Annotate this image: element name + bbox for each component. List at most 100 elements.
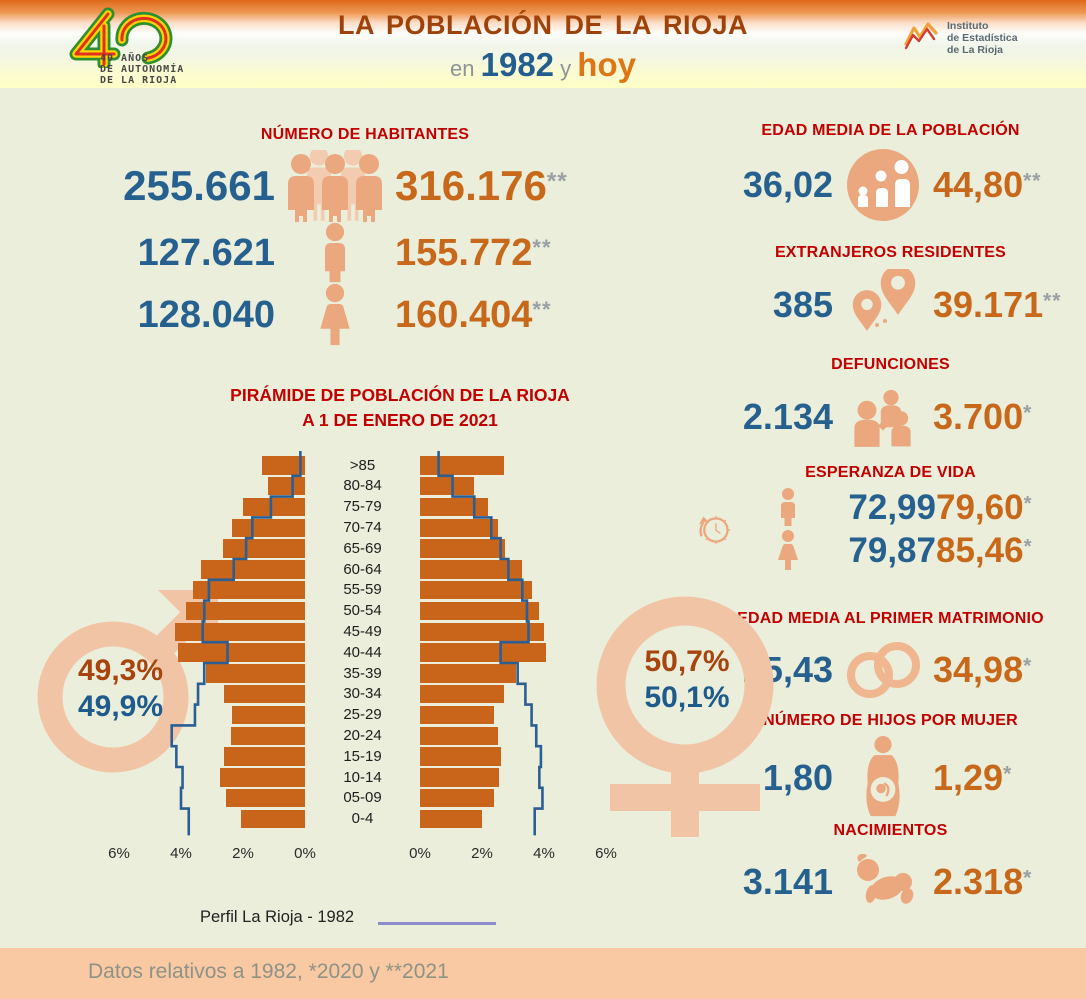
extranjeros-1982: 385 xyxy=(772,284,833,325)
men-today: 155.772** xyxy=(395,231,552,274)
men-1982: 127.621 xyxy=(137,231,275,274)
line-chart-icon xyxy=(904,22,938,50)
esperanza-female-1982: 79,87 xyxy=(848,531,936,570)
pyramid-bar-male xyxy=(267,477,305,496)
wedding-rings-icon xyxy=(833,640,933,700)
pyramid-bar-female xyxy=(420,685,504,704)
pyramid-bar-female xyxy=(420,664,517,683)
pyramid-age-label: 50-54 xyxy=(343,602,382,620)
habitantes-row-men: 127.621 155.772** xyxy=(80,222,650,284)
page-subtitle: en 1982 y hoy xyxy=(0,46,1086,84)
female-share-1982: 50,1% xyxy=(644,681,730,714)
axis-tick: 4% xyxy=(170,845,192,862)
pyramid-bar-female xyxy=(420,789,495,808)
footnote-asterisks: ** xyxy=(1043,289,1062,313)
pyramid-bar-male xyxy=(201,560,305,579)
pyramid-age-label: 75-79 xyxy=(343,498,382,516)
pyramid-bar-male xyxy=(177,643,305,662)
logo-40-anos xyxy=(62,6,192,68)
women-today: 160.404** xyxy=(395,293,552,336)
pyramid-age-label: 80-84 xyxy=(343,477,382,495)
stat-title: EXTRANJEROS RESIDENTES xyxy=(774,244,1007,261)
axis-tick: 4% xyxy=(533,845,555,862)
pyramid-age-label: 45-49 xyxy=(343,622,382,640)
stat-matrimonio: EDAD MEDIA AL PRIMER MATRIMONIO 25,43 34… xyxy=(698,610,1083,706)
hijos-1982: 1,80 xyxy=(762,757,833,798)
profile-line-male-1982 xyxy=(170,451,302,836)
male-share-today: 49,3% xyxy=(77,654,164,687)
pyramid-bar-female xyxy=(420,601,540,621)
footnote-asterisks: * xyxy=(1023,492,1033,515)
habitantes-row-women: 128.040 160.404** xyxy=(80,283,650,347)
defunciones-1982: 2.134 xyxy=(742,396,833,437)
defunciones-today: 3.700* xyxy=(933,396,1033,437)
matrimonio-today: 34,98* xyxy=(933,649,1033,690)
pyramid-age-label: 05-09 xyxy=(343,789,382,807)
pyramid-age-label: 35-39 xyxy=(343,664,382,682)
venus-icon xyxy=(596,596,774,837)
female-share-badge: 50,7% 50,1% xyxy=(562,572,812,840)
axis-tick: 6% xyxy=(108,845,130,862)
pyramid-bar-male xyxy=(230,726,305,745)
edad-media-today: 44,80** xyxy=(933,164,1042,205)
stat-title: DEFUNCIONES xyxy=(831,356,950,373)
pyramid-bar-female xyxy=(420,643,546,662)
footer-bar: Datos relativos a 1982, *2020 y **2021 xyxy=(0,948,1086,999)
pyramid-age-label: 25-29 xyxy=(343,706,382,724)
woman-icon xyxy=(275,283,395,347)
people-group-icon xyxy=(275,150,395,222)
axis-tick: 0% xyxy=(294,845,316,862)
pyramid-bar-female xyxy=(420,747,501,766)
female-share-values: 50,7% 50,1% xyxy=(562,644,812,716)
stat-edad-media: EDAD MEDIA DE LA POBLACIÓN 36,02 44,80** xyxy=(698,122,1083,224)
pyramid-age-label: 20-24 xyxy=(343,726,382,744)
male-share-1982: 49,9% xyxy=(77,690,164,723)
pyramid-bar-female xyxy=(420,809,482,829)
pyramid-age-label: 55-59 xyxy=(343,581,382,599)
footnote-asterisks: * xyxy=(1023,535,1033,558)
profile-line-female-1982 xyxy=(437,451,544,836)
pyramid-age-label: 15-19 xyxy=(343,747,382,765)
esperanza-female-today: 85,46* xyxy=(936,531,1033,570)
stat-title: EDAD MEDIA AL PRIMER MATRIMONIO xyxy=(737,610,1044,627)
pyramid-age-labels: >85 80-84 75-79 70-74 65-69 60-64 55-59 50-54 45… xyxy=(305,455,420,838)
footnote-asterisks: * xyxy=(1023,401,1033,425)
man-icon xyxy=(275,222,395,284)
axis-tick: 0% xyxy=(409,845,431,862)
pyramid-age-label: 30-34 xyxy=(343,685,382,703)
habitantes-title: NÚMERO DE HABITANTES xyxy=(260,126,470,143)
pyramid-age-label: 0-4 xyxy=(351,810,374,828)
institute-logo: Instituto de Estadística de La Rioja xyxy=(903,20,1018,56)
pyramid-bar-male xyxy=(174,622,305,641)
map-pins-icon xyxy=(833,269,933,341)
pyramid-bar-male xyxy=(224,685,305,704)
stat-title: ESPERANZA DE VIDA xyxy=(805,464,976,481)
footnote-asterisks: * xyxy=(1023,866,1033,890)
axis-tick: 2% xyxy=(471,845,493,862)
habitantes-row-total: 255.661 316.176** xyxy=(80,150,650,222)
pyramid-bar-male xyxy=(185,601,305,621)
pyramid-bar-female xyxy=(420,581,532,600)
pyramid-bar-female xyxy=(420,726,498,745)
stat-title: NACIMIENTOS xyxy=(833,822,948,839)
pyramid-bar-male xyxy=(219,768,305,787)
population-pyramid-chart: >85 80-84 75-79 70-74 65-69 60-64 55-59 50-54 45… xyxy=(110,451,615,838)
pyramid-bar-male xyxy=(224,747,305,766)
clock-history-icon xyxy=(698,492,732,568)
pyramid-age-label: 40-44 xyxy=(343,643,382,661)
pyramid-age-label: 60-64 xyxy=(343,560,382,578)
woman-small-icon xyxy=(732,530,844,572)
subtitle-hoy: hoy xyxy=(577,46,636,83)
pyramid-bar-male xyxy=(222,539,305,558)
total-today: 316.176** xyxy=(395,162,568,209)
pyramid-bar-female xyxy=(420,705,495,725)
pyramid-bar-female xyxy=(420,622,544,641)
page-title: LA POBLACIÓN DE LA RIOJA xyxy=(337,10,748,40)
esperanza-male-today: 79,60* xyxy=(936,488,1033,527)
pyramid-bar-male xyxy=(261,456,305,475)
baby-icon xyxy=(833,854,933,910)
pyramid-age-label: 65-69 xyxy=(343,539,382,557)
women-1982: 128.040 xyxy=(137,293,275,336)
pyramid-bar-female xyxy=(420,456,504,475)
pyramid-bar-female xyxy=(420,477,475,496)
